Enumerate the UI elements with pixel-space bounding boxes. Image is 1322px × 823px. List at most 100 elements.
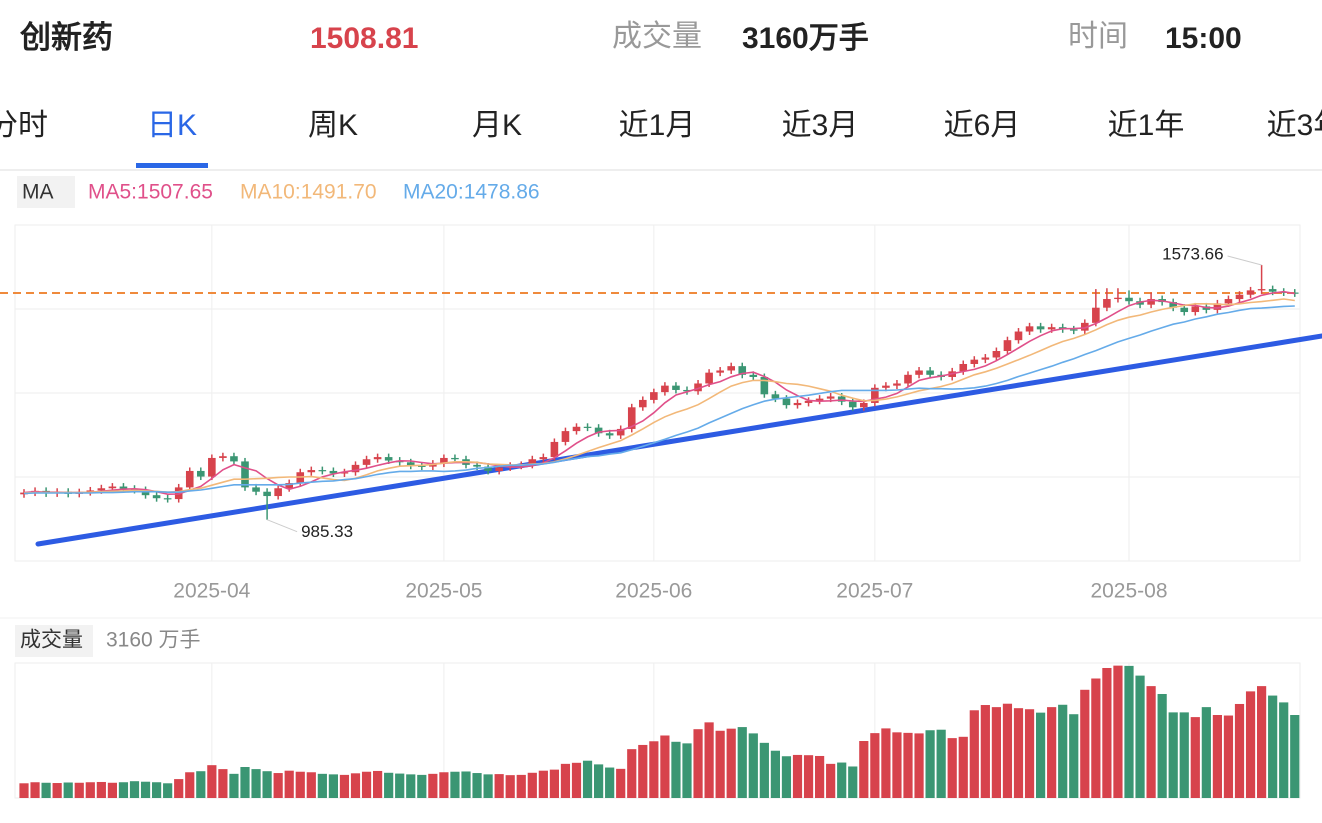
volume-bar <box>1279 702 1289 798</box>
candle-body <box>749 374 758 377</box>
candle-body <box>1257 289 1266 291</box>
candle-body <box>373 457 382 460</box>
candle-body <box>1147 299 1155 305</box>
volume-bar <box>74 782 84 798</box>
candle-body <box>871 387 879 403</box>
tab[interactable]: 近3年 <box>1267 109 1322 142</box>
volume-bar <box>815 755 825 798</box>
volume-bar <box>737 727 747 798</box>
candle-body <box>760 376 769 395</box>
candle-body <box>705 372 713 384</box>
volume-bar <box>1024 709 1035 798</box>
candle-body <box>1268 289 1277 292</box>
candle-body <box>1047 327 1056 330</box>
candle-body <box>926 370 934 375</box>
tab[interactable]: 近1月 <box>619 109 696 142</box>
volume-bar <box>1245 691 1256 798</box>
candle-body <box>263 491 271 497</box>
tab[interactable]: 近3月 <box>782 109 859 142</box>
volume-bar <box>85 782 95 798</box>
candle-body <box>285 483 293 489</box>
volume-bar <box>406 774 416 798</box>
volume-bar <box>1124 665 1134 798</box>
volume-bar <box>1102 667 1112 798</box>
candle-body <box>1014 331 1023 341</box>
volume-bar <box>903 732 913 798</box>
candle-body <box>627 407 636 429</box>
candle-body <box>981 357 990 360</box>
volume-bar <box>1157 693 1167 798</box>
volume-bar <box>803 755 814 798</box>
volume-bar <box>660 735 670 798</box>
volume-bar <box>682 743 692 798</box>
volume-bar <box>826 763 836 798</box>
volume-bar <box>837 762 847 798</box>
indicator-label: MA <box>22 181 54 204</box>
tab[interactable]: 周K <box>308 109 358 142</box>
volume-bar <box>174 779 184 798</box>
volume-bar <box>63 782 73 798</box>
candle-body <box>1191 306 1200 313</box>
volume-bar <box>317 773 327 798</box>
candle-body <box>1025 326 1034 332</box>
volume-bar <box>991 707 1001 798</box>
x-tick-label: 2025-08 <box>1090 580 1167 603</box>
volume-bar <box>1290 715 1300 798</box>
volume-bar <box>649 741 659 798</box>
candle-body <box>86 490 95 493</box>
volume-bar <box>594 764 604 798</box>
stock-name: 创新药 <box>19 20 113 55</box>
volume-bar <box>925 730 935 798</box>
stock-price: 1508.81 <box>310 22 418 55</box>
leader-line <box>1227 255 1262 266</box>
volume-bar <box>140 781 151 798</box>
legend-entry: MA5:1507.65 <box>88 181 213 204</box>
volume-bar <box>273 773 283 798</box>
tab[interactable]: 分时 <box>0 109 48 142</box>
tab[interactable]: 月K <box>472 109 522 142</box>
volume-bar <box>693 729 703 798</box>
trend-line <box>35 333 1322 547</box>
candle-body <box>594 427 603 434</box>
candle-body <box>893 383 901 386</box>
candle-body <box>561 431 570 442</box>
candle-body <box>904 374 912 384</box>
candle-body <box>495 467 503 471</box>
volume-bar <box>715 730 725 798</box>
tab[interactable]: 日K <box>147 109 197 142</box>
candle-body <box>672 385 680 390</box>
candle-body <box>1180 307 1189 313</box>
candle-body <box>152 495 161 499</box>
volume-bar <box>251 769 261 798</box>
candle-body <box>384 457 393 461</box>
volume-bar <box>1179 712 1189 798</box>
candle-body <box>307 470 316 473</box>
candle-body <box>97 488 106 491</box>
candle-body <box>1081 322 1089 331</box>
volume-bar <box>1113 665 1123 798</box>
candle-body <box>340 472 349 474</box>
volume-bar <box>870 733 880 798</box>
candle-body <box>605 433 614 436</box>
candle-body <box>826 396 835 399</box>
candle-body <box>815 398 824 401</box>
candle-body <box>959 363 968 372</box>
volume-bar <box>969 710 979 798</box>
candle-body <box>837 396 846 402</box>
tab[interactable]: 近6月 <box>944 109 1021 142</box>
volume-bar <box>1058 704 1068 798</box>
tab[interactable]: 近1年 <box>1108 109 1185 142</box>
volume-bar <box>1036 712 1046 798</box>
candle-body <box>1246 290 1255 295</box>
volume-bar <box>1002 703 1013 798</box>
time-value: 15:00 <box>1165 22 1242 55</box>
x-tick-label: 2025-06 <box>615 580 692 603</box>
volume-bar <box>417 774 427 798</box>
x-tick-label: 2025-04 <box>173 580 250 603</box>
volume-bar <box>1047 707 1057 798</box>
volume-title: 成交量 <box>20 629 83 652</box>
candle-body <box>992 351 1001 358</box>
volume-bar <box>107 782 117 798</box>
volume-title-box <box>15 625 93 657</box>
